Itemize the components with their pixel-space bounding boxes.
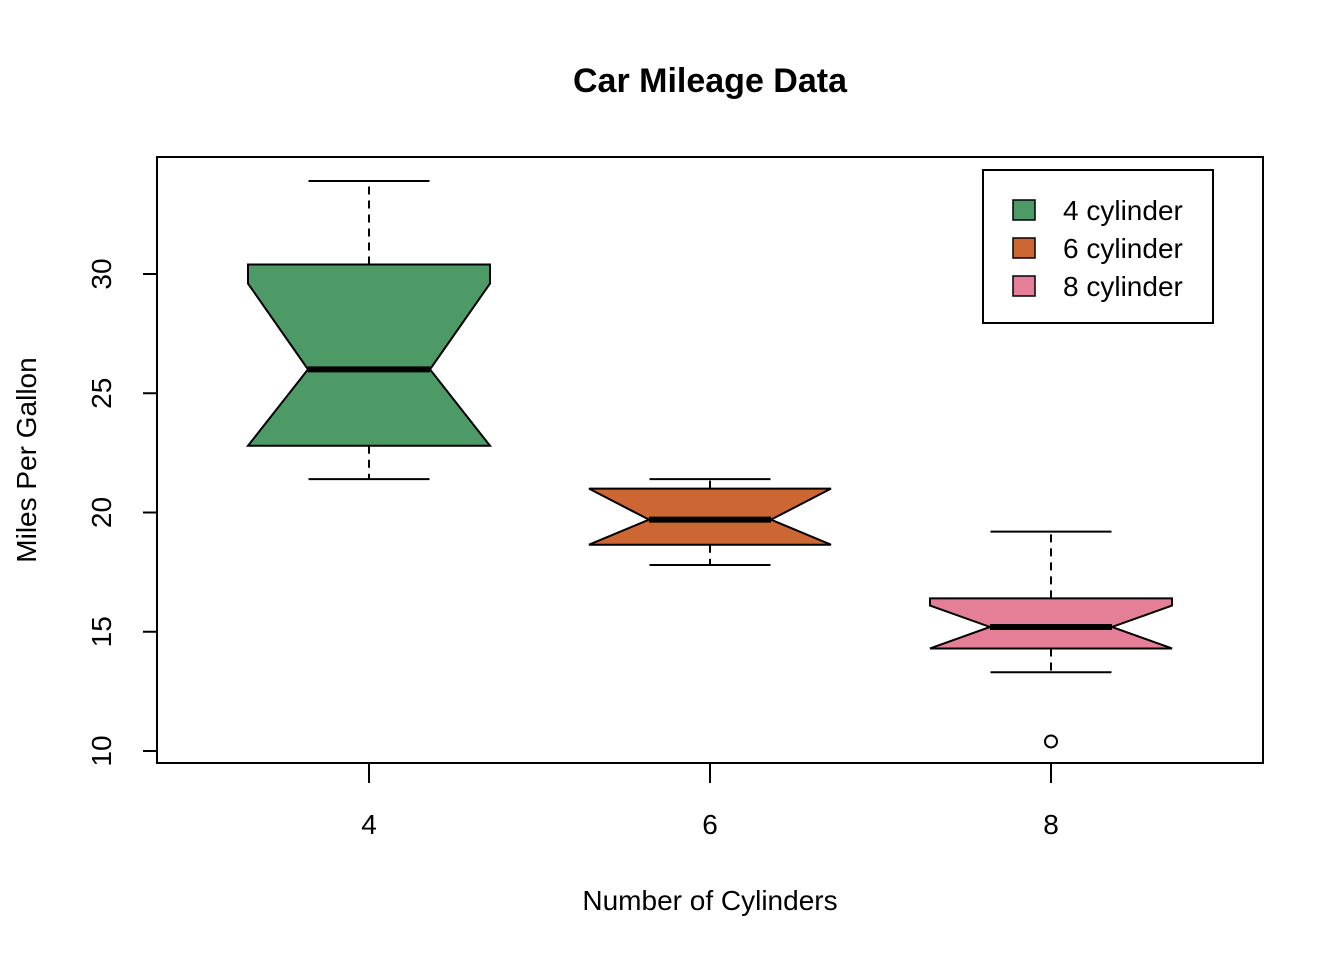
y-tick-label: 20	[86, 497, 117, 528]
x-axis-label: Number of Cylinders	[582, 885, 837, 916]
x-tick-label: 4	[361, 809, 377, 840]
legend-swatch	[1012, 199, 1036, 221]
box-4-cylinder	[245, 179, 493, 481]
chart-title: Car Mileage Data	[573, 62, 848, 100]
legend: 4 cylinder 6 cylinder 8 cylinder	[982, 169, 1214, 324]
x-tick-label: 8	[1043, 809, 1059, 840]
y-tick-label: 10	[86, 735, 117, 766]
outlier-point	[1044, 734, 1058, 749]
box-body	[929, 597, 1173, 650]
y-tick-label: 30	[86, 258, 117, 289]
y-axis: 10 15 20 25 30	[86, 258, 158, 767]
box-group	[245, 179, 1173, 749]
box-body	[245, 263, 493, 447]
y-tick-label: 15	[86, 616, 117, 647]
legend-label: 8 cylinder	[1063, 271, 1183, 302]
x-axis: 4 6 8	[361, 762, 1059, 840]
x-tick-label: 6	[702, 809, 718, 840]
legend-swatch	[1012, 237, 1036, 259]
y-axis-label: Miles Per Gallon	[11, 357, 42, 562]
legend-label: 4 cylinder	[1063, 195, 1183, 226]
legend-label: 6 cylinder	[1063, 233, 1183, 264]
y-tick-label: 25	[86, 378, 117, 409]
box-6-cylinder	[588, 478, 832, 566]
box-8-cylinder	[929, 530, 1173, 749]
legend-swatch	[1012, 275, 1036, 297]
